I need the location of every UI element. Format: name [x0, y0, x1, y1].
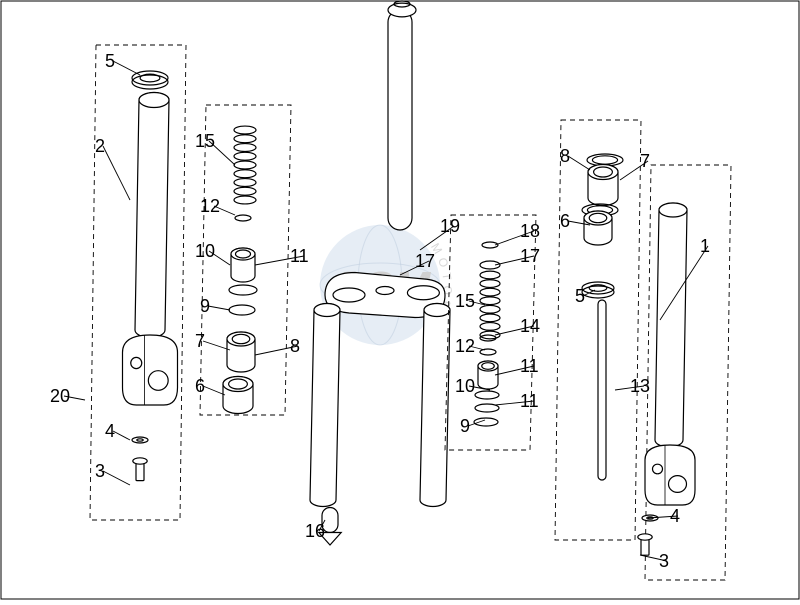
svg-text:11: 11: [520, 356, 539, 376]
svg-text:16: 16: [305, 521, 325, 541]
diagram-svg: GSMMOTORPARTS123344556677889910101111111…: [0, 0, 800, 600]
svg-text:15: 15: [455, 291, 475, 311]
svg-text:12: 12: [200, 196, 220, 216]
svg-text:17: 17: [415, 251, 435, 271]
svg-text:13: 13: [630, 376, 650, 396]
svg-text:20: 20: [50, 386, 70, 406]
svg-text:4: 4: [670, 506, 680, 526]
svg-text:3: 3: [95, 461, 105, 481]
svg-text:9: 9: [200, 296, 210, 316]
svg-text:5: 5: [105, 51, 115, 71]
svg-text:11: 11: [290, 246, 309, 266]
svg-text:2: 2: [95, 136, 105, 156]
svg-text:1: 1: [700, 236, 710, 256]
svg-text:18: 18: [520, 221, 540, 241]
svg-text:17: 17: [520, 246, 540, 266]
svg-text:10: 10: [195, 241, 215, 261]
svg-text:14: 14: [520, 316, 540, 336]
svg-text:6: 6: [195, 376, 205, 396]
svg-text:7: 7: [640, 151, 650, 171]
svg-text:9: 9: [460, 416, 470, 436]
svg-text:6: 6: [560, 211, 570, 231]
svg-text:12: 12: [455, 336, 475, 356]
svg-text:5: 5: [575, 286, 585, 306]
svg-text:19: 19: [440, 216, 460, 236]
svg-text:3: 3: [659, 551, 669, 571]
svg-text:8: 8: [290, 336, 300, 356]
svg-text:10: 10: [455, 376, 475, 396]
svg-text:11: 11: [520, 391, 539, 411]
diagram-canvas: GSMMOTORPARTS123344556677889910101111111…: [0, 0, 800, 600]
svg-text:7: 7: [195, 331, 205, 351]
svg-text:8: 8: [560, 146, 570, 166]
svg-text:4: 4: [105, 421, 115, 441]
svg-text:15: 15: [195, 131, 215, 151]
